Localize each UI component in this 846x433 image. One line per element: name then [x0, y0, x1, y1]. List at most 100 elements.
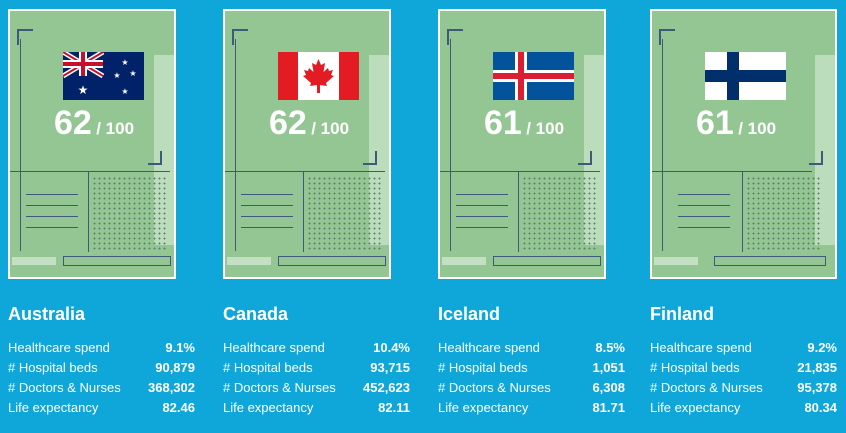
- stat-row: # Doctors & Nurses 452,623: [223, 380, 410, 400]
- australia-flag-icon: ★ ★ ★ ★ ★: [63, 52, 144, 100]
- stat-row: # Doctors & Nurses 6,308: [438, 380, 625, 400]
- card-footer-bar: [654, 257, 698, 265]
- country-card: 61 / 100: [650, 9, 837, 279]
- stats-list: Healthcare spend 8.5% # Hospital beds 1,05…: [438, 340, 625, 420]
- svg-text:★: ★: [121, 87, 128, 96]
- card-corner-bracket: [232, 29, 248, 45]
- card-divider: [303, 172, 304, 252]
- score-value: 62: [53, 104, 92, 142]
- country-name: Canada: [223, 304, 289, 324]
- card-corner-bracket: [659, 29, 675, 45]
- stat-label: Healthcare spend: [438, 340, 540, 355]
- card-footer-bar: [442, 257, 486, 265]
- stat-label: # Hospital beds: [8, 360, 98, 375]
- stat-value: 80.34: [804, 400, 837, 415]
- stat-value: 6,308: [592, 380, 625, 395]
- stat-value: 90,879: [155, 360, 195, 375]
- score-value: 61: [483, 104, 522, 142]
- card-divider: [88, 172, 89, 252]
- card-corner-bracket: [363, 151, 377, 165]
- card-text-lines: [678, 194, 730, 238]
- card-dot-pattern: [307, 176, 383, 250]
- stats-list: Healthcare spend 9.1% # Hospital beds 90,8…: [8, 340, 195, 420]
- country-card: 61 / 100: [438, 9, 606, 279]
- stat-row: Healthcare spend 10.4%: [223, 340, 410, 360]
- country-column-iceland: 61 / 100 Iceland Healthcare spend 8.5% # …: [438, 0, 653, 433]
- stat-row: # Doctors & Nurses 95,378: [650, 380, 837, 400]
- card-footer-bar: [227, 257, 271, 265]
- stat-row: Healthcare spend 8.5%: [438, 340, 625, 360]
- iceland-flag-icon: [493, 52, 574, 100]
- card-divider: [10, 171, 170, 172]
- stat-row: Life expectancy 80.34: [650, 400, 837, 420]
- score-value: 61: [695, 104, 734, 142]
- stat-value: 82.11: [378, 400, 410, 415]
- stat-value: 9.2%: [807, 340, 837, 355]
- score: 62 / 100: [225, 104, 389, 143]
- stat-row: Healthcare spend 9.2%: [650, 340, 837, 360]
- score: 61 / 100: [652, 104, 820, 143]
- card-text-lines: [456, 194, 508, 238]
- stat-label: Life expectancy: [223, 400, 314, 415]
- card-text-lines: [241, 194, 293, 238]
- stat-value: 95,378: [797, 380, 837, 395]
- stat-value: 82.46: [162, 400, 195, 415]
- stat-label: # Doctors & Nurses: [8, 380, 121, 395]
- stat-label: # Doctors & Nurses: [438, 380, 551, 395]
- card-corner-bracket: [447, 29, 463, 45]
- stat-value: 21,835: [797, 360, 837, 375]
- card-dot-pattern: [522, 176, 598, 250]
- stat-row: # Hospital beds 90,879: [8, 360, 195, 380]
- card-divider: [652, 171, 812, 172]
- card-corner-bracket: [148, 151, 162, 165]
- stat-value: 8.5%: [595, 340, 625, 355]
- stat-row: # Hospital beds 1,051: [438, 360, 625, 380]
- country-card: 62 / 100: [223, 9, 391, 279]
- stat-value: 1,051: [592, 360, 625, 375]
- stat-label: # Doctors & Nurses: [223, 380, 336, 395]
- country-name: Iceland: [438, 304, 501, 324]
- stat-label: Healthcare spend: [223, 340, 325, 355]
- score-suffix: / 100: [738, 119, 777, 138]
- stat-label: Life expectancy: [650, 400, 741, 415]
- stat-row: # Hospital beds 93,715: [223, 360, 410, 380]
- card-decor-line: [662, 39, 663, 251]
- score-suffix: / 100: [96, 119, 135, 138]
- country-name: Australia: [8, 304, 86, 324]
- stat-row: Life expectancy 81.71: [438, 400, 625, 420]
- finland-flag-icon: [705, 52, 786, 100]
- stat-row: Healthcare spend 9.1%: [8, 340, 195, 360]
- card-dot-pattern: [92, 176, 168, 250]
- country-column-canada: 62 / 100 Canada Healthcare spend 10.4% # …: [223, 0, 438, 433]
- svg-text:★: ★: [78, 83, 89, 97]
- stat-value: 81.71: [592, 400, 625, 415]
- stats-list: Healthcare spend 10.4% # Hospital beds 93,…: [223, 340, 410, 420]
- stat-label: # Hospital beds: [223, 360, 313, 375]
- score-suffix: / 100: [526, 119, 565, 138]
- card-decor-line: [235, 39, 236, 251]
- stat-label: # Hospital beds: [438, 360, 528, 375]
- stat-label: Healthcare spend: [650, 340, 752, 355]
- card-divider: [225, 171, 385, 172]
- card-footer-box: [714, 256, 826, 266]
- stat-value: 10.4%: [373, 340, 410, 355]
- stat-row: # Doctors & Nurses 368,302: [8, 380, 195, 400]
- card-corner-bracket: [809, 151, 823, 165]
- card-footer-box: [63, 256, 171, 266]
- stat-label: # Hospital beds: [650, 360, 740, 375]
- card-footer-box: [493, 256, 601, 266]
- card-dot-pattern: [746, 176, 822, 250]
- score-suffix: / 100: [311, 119, 350, 138]
- card-divider: [518, 172, 519, 252]
- card-divider: [440, 171, 600, 172]
- stat-label: # Doctors & Nurses: [650, 380, 763, 395]
- score-value: 62: [268, 104, 307, 142]
- svg-text:★: ★: [113, 71, 120, 80]
- stat-row: Life expectancy 82.46: [8, 400, 195, 420]
- country-card: ★ ★ ★ ★ ★ 62 / 100: [8, 9, 176, 279]
- stat-label: Life expectancy: [8, 400, 99, 415]
- stats-list: Healthcare spend 9.2% # Hospital beds 21,8…: [650, 340, 837, 420]
- svg-text:★: ★: [121, 58, 128, 67]
- canada-flag-icon: [278, 52, 359, 100]
- score: 62 / 100: [10, 104, 174, 143]
